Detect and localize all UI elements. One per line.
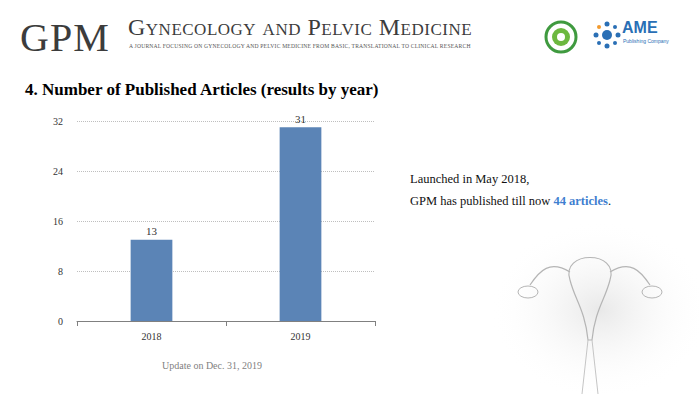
svg-text:24: 24: [53, 166, 63, 177]
svg-text:16: 16: [53, 216, 63, 227]
svg-text:Update on Dec. 31, 2019: Update on Dec. 31, 2019: [162, 360, 262, 371]
html-text:GPM: GPM: [20, 15, 110, 60]
svg-text:2019: 2019: [291, 331, 311, 342]
svg-text:32: 32: [53, 116, 63, 127]
svg-text:0: 0: [58, 316, 63, 327]
html-text:Publishing Company: Publishing Company: [623, 38, 669, 44]
html-text:Launched in May 2018,: Launched in May 2018,: [410, 172, 530, 186]
svg-text:31: 31: [295, 113, 306, 125]
html-text:Gynecology and Pelvic Medicine: Gynecology and Pelvic Medicine: [128, 14, 473, 40]
svg-text:13: 13: [146, 225, 158, 237]
svg-text:8: 8: [58, 266, 63, 277]
html-text:A JOURNAL FOCUSING ON GYNECOLO: A JOURNAL FOCUSING ON GYNECOLOGY AND PEL…: [129, 43, 471, 49]
html-text:AME: AME: [622, 19, 658, 36]
svg-text:4. Number of Published Article: 4. Number of Published Articles (results…: [25, 80, 379, 99]
svg-text:2018: 2018: [142, 331, 162, 342]
html-text:GPM has published till now 44: GPM has published till now 44 articles.: [410, 194, 611, 208]
